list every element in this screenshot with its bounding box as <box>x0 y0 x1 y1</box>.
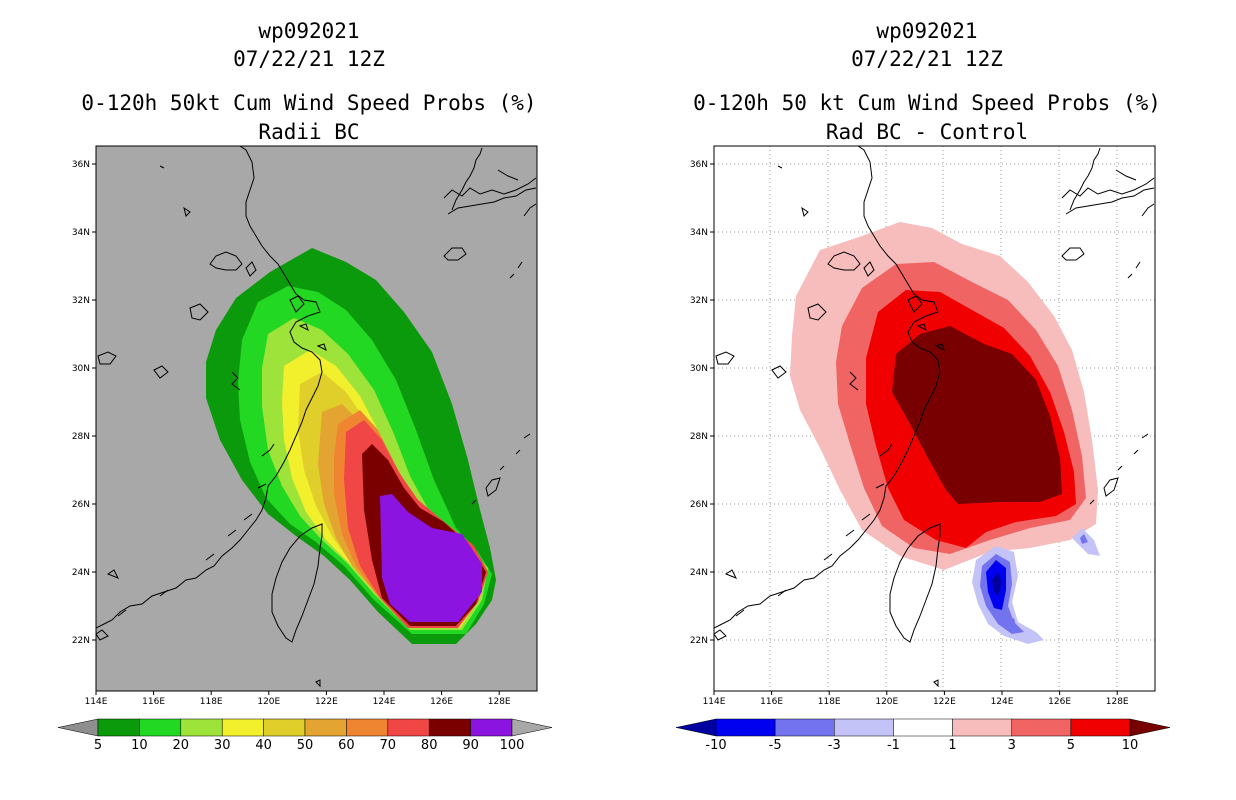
right-colorbar-label: 5 <box>1067 738 1075 753</box>
right-colorbar-low-cap <box>675 718 717 737</box>
left-colorbar-label: 10 <box>131 738 148 753</box>
left-colorbar-box <box>428 718 471 737</box>
right-lon-label: 118E <box>818 697 841 707</box>
left-colorbar-label: 20 <box>173 738 190 753</box>
right-lon-label: 126E <box>1048 697 1071 707</box>
left-map-panel: 114E 116E 118E 120E 122E 124E 126E 128E 36N 34N 32… <box>72 145 538 707</box>
left-colorbar-box <box>139 718 182 737</box>
right-colorbar-label: 3 <box>1008 738 1016 753</box>
left-colorbar-label: 90 <box>462 738 479 753</box>
left-colorbar-label: 80 <box>421 738 438 753</box>
left-colorbar-label: 50 <box>297 738 314 753</box>
left-lat-label: 24N <box>72 568 90 578</box>
right-colorbar-label: 1 <box>948 738 956 753</box>
left-lat-label: 28N <box>72 432 90 442</box>
right-lon-label: 124E <box>991 697 1014 707</box>
right-lon-label: 120E <box>875 697 898 707</box>
right-lon-label: 116E <box>760 697 783 707</box>
left-colorbar-box <box>263 718 306 737</box>
right-colorbar-box <box>1011 718 1072 737</box>
right-storm-id: wp092021 <box>876 19 978 43</box>
left-colorbar-box <box>470 718 513 737</box>
left-map-frame <box>95 145 538 692</box>
right-colorbar-label: -10 <box>705 738 726 753</box>
left-colorbar: 5 10 20 30 40 50 60 70 80 90 100 <box>57 718 553 753</box>
right-lat-label: 32N <box>690 296 708 306</box>
left-colorbar-label: 5 <box>94 738 102 753</box>
right-lat-label: 34N <box>690 228 708 238</box>
right-lon-label: 128E <box>1106 697 1129 707</box>
left-colorbar-label: 70 <box>380 738 397 753</box>
right-map-frame <box>713 145 1156 692</box>
left-lat-label: 34N <box>72 228 90 238</box>
left-colorbar-high-cap <box>511 718 553 737</box>
left-lon-label: 128E <box>488 697 511 707</box>
left-lon-label: 122E <box>315 697 338 707</box>
left-colorbar-label: 100 <box>500 738 525 753</box>
left-lon-label: 120E <box>257 697 280 707</box>
left-lon-label: 116E <box>142 697 165 707</box>
right-title: 0-120h 50 kt Cum Wind Speed Probs (%) <box>693 91 1161 115</box>
diff-contour-10 <box>892 326 1062 504</box>
right-colorbar-label: -3 <box>828 738 841 753</box>
right-colorbar-box <box>893 718 953 737</box>
right-lat-label: 22N <box>690 636 708 646</box>
left-subtitle: Radii BC <box>258 120 360 144</box>
left-title: 0-120h 50kt Cum Wind Speed Probs (%) <box>81 91 537 115</box>
right-colorbar-label: 10 <box>1122 738 1139 753</box>
left-date: 07/22/21 12Z <box>233 47 385 71</box>
left-lon-label: 114E <box>85 697 108 707</box>
left-lat-label: 22N <box>72 636 90 646</box>
diff-contour-neg10 <box>992 572 1002 596</box>
left-colorbar-low-cap <box>57 718 99 737</box>
left-colorbar-box <box>97 718 140 737</box>
right-lon-label: 114E <box>703 697 726 707</box>
left-lat-label: 30N <box>72 364 90 374</box>
left-lat-label: 32N <box>72 296 90 306</box>
left-colorbar-box <box>346 718 389 737</box>
left-lon-label: 126E <box>430 697 453 707</box>
left-colorbar-box <box>304 718 347 737</box>
left-colorbar-box <box>387 718 430 737</box>
right-map-panel: 114E 116E 118E 120E 122E 124E 126E 128E 36N 34N 32… <box>690 145 1156 707</box>
right-colorbar-box <box>715 718 776 737</box>
left-lon-label: 118E <box>200 697 223 707</box>
left-lon-label: 124E <box>373 697 396 707</box>
right-colorbar-high-cap <box>1129 718 1171 737</box>
right-lon-label: 122E <box>933 697 956 707</box>
right-lat-label: 24N <box>690 568 708 578</box>
right-date: 07/22/21 12Z <box>851 47 1003 71</box>
right-colorbar-box <box>774 718 835 737</box>
right-colorbar-label: -5 <box>769 738 782 753</box>
left-colorbar-label: 60 <box>338 738 355 753</box>
left-lat-label: 36N <box>72 160 90 170</box>
right-colorbar-box <box>834 718 894 737</box>
left-colorbar-label: 40 <box>255 738 272 753</box>
right-colorbar: -10 -5 -3 -1 1 3 5 10 <box>675 718 1171 753</box>
left-colorbar-label: 30 <box>214 738 231 753</box>
right-lat-label: 30N <box>690 364 708 374</box>
left-axes: 114E 116E 118E 120E 122E 124E 126E 128E 36N 34N 32… <box>72 160 511 707</box>
right-colorbar-label: -1 <box>887 738 900 753</box>
left-storm-id: wp092021 <box>258 19 360 43</box>
left-colorbar-box <box>180 718 223 737</box>
right-lat-label: 26N <box>690 500 708 510</box>
left-colorbar-box <box>221 718 264 737</box>
right-lat-label: 28N <box>690 432 708 442</box>
right-colorbar-box <box>952 718 1012 737</box>
right-axes: 114E 116E 118E 120E 122E 124E 126E 128E 36N 34N 32… <box>690 160 1129 707</box>
left-lat-label: 26N <box>72 500 90 510</box>
right-lat-label: 36N <box>690 160 708 170</box>
right-subtitle: Rad BC - Control <box>825 120 1029 144</box>
prob-contour-90 <box>380 494 482 622</box>
right-colorbar-box <box>1070 718 1131 737</box>
